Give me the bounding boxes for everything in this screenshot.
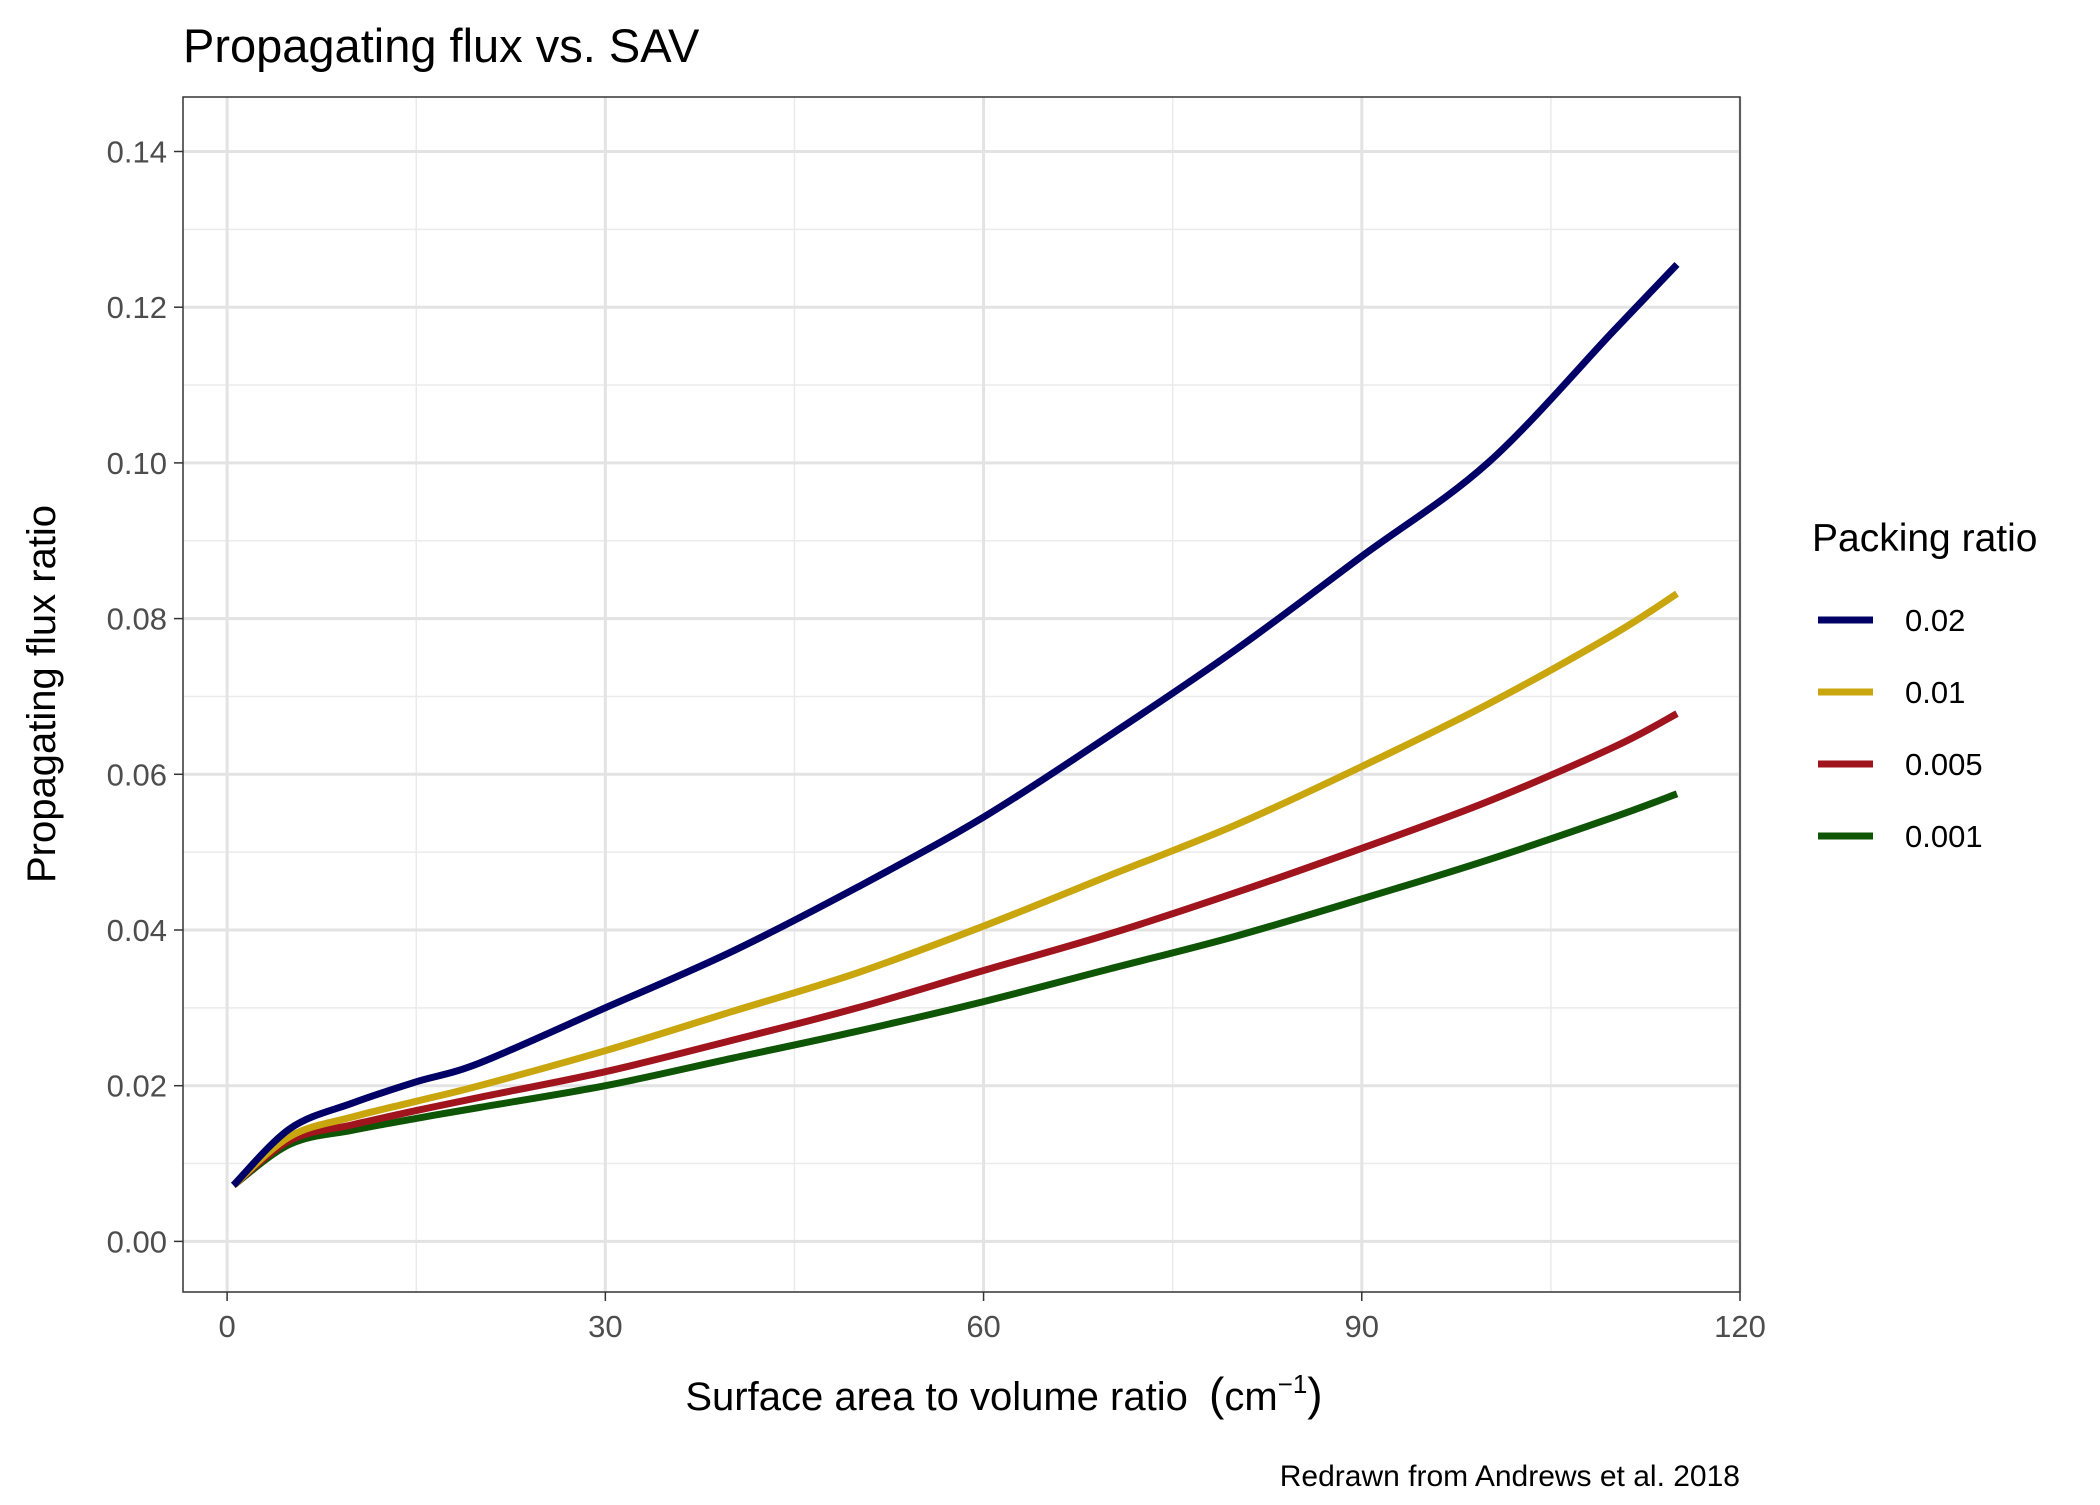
legend-item: 0.001 [1818,819,1983,854]
legend-items: 0.02 0.01 0.005 0.001 [1818,603,1983,854]
x-tick-label: 90 [1345,1309,1379,1344]
x-axis-title-text: Surface area to volume ratio [685,1375,1187,1419]
y-tick-label: 0.00 [107,1224,167,1259]
series-line-0-005 [231,710,1679,1189]
x-tick-label: 30 [588,1309,622,1344]
y-tick-label: 0.08 [107,602,167,637]
legend-label: 0.02 [1905,603,1965,638]
panel-border [182,96,1741,1293]
x-axis-unit-exponent: −1 [1278,1369,1308,1399]
y-tick-label: 0.10 [107,446,167,481]
y-tick-label: 0.06 [107,757,167,792]
legend-label: 0.005 [1905,747,1983,782]
chart-title: Propagating flux vs. SAV [183,19,700,72]
x-axis-unit-open-paren: ( [1209,1368,1225,1420]
y-tick-label: 0.14 [107,134,167,169]
major-gridlines [183,97,1742,1292]
legend-item: 0.005 [1818,747,1983,782]
x-axis-unit-base: cm [1224,1375,1277,1419]
legend-label: 0.001 [1905,819,1983,854]
series-line-0-02 [230,261,1680,1188]
y-axis: 0.00 0.02 0.04 0.06 0.08 0.10 0.12 0.14 [107,134,183,1259]
legend: Packing ratio 0.02 0.01 0.005 0.001 [1812,517,2037,854]
x-axis: 0 30 60 90 120 [219,1292,1766,1344]
legend-label: 0.01 [1905,675,1965,710]
caption: Redrawn from Andrews et al. 2018 [1280,1460,1740,1493]
y-axis-title: Propagating flux ratio [20,505,64,883]
x-tick-label: 60 [966,1309,1000,1344]
y-tick-label: 0.02 [107,1069,167,1104]
legend-title: Packing ratio [1812,517,2037,560]
x-axis-unit-close-paren: ) [1307,1368,1322,1420]
x-tick-label: 0 [219,1309,236,1344]
legend-item: 0.02 [1818,603,1965,638]
series-line-0-001 [231,790,1679,1189]
legend-item: 0.01 [1818,675,1965,710]
series-line-0-01 [231,590,1679,1188]
series-lines [230,261,1680,1189]
x-axis-title: Surface area to volume ratio (cm−1) [685,1368,1322,1420]
y-tick-label: 0.04 [107,913,167,948]
y-tick-label: 0.12 [107,290,167,325]
x-tick-label: 120 [1714,1309,1766,1344]
